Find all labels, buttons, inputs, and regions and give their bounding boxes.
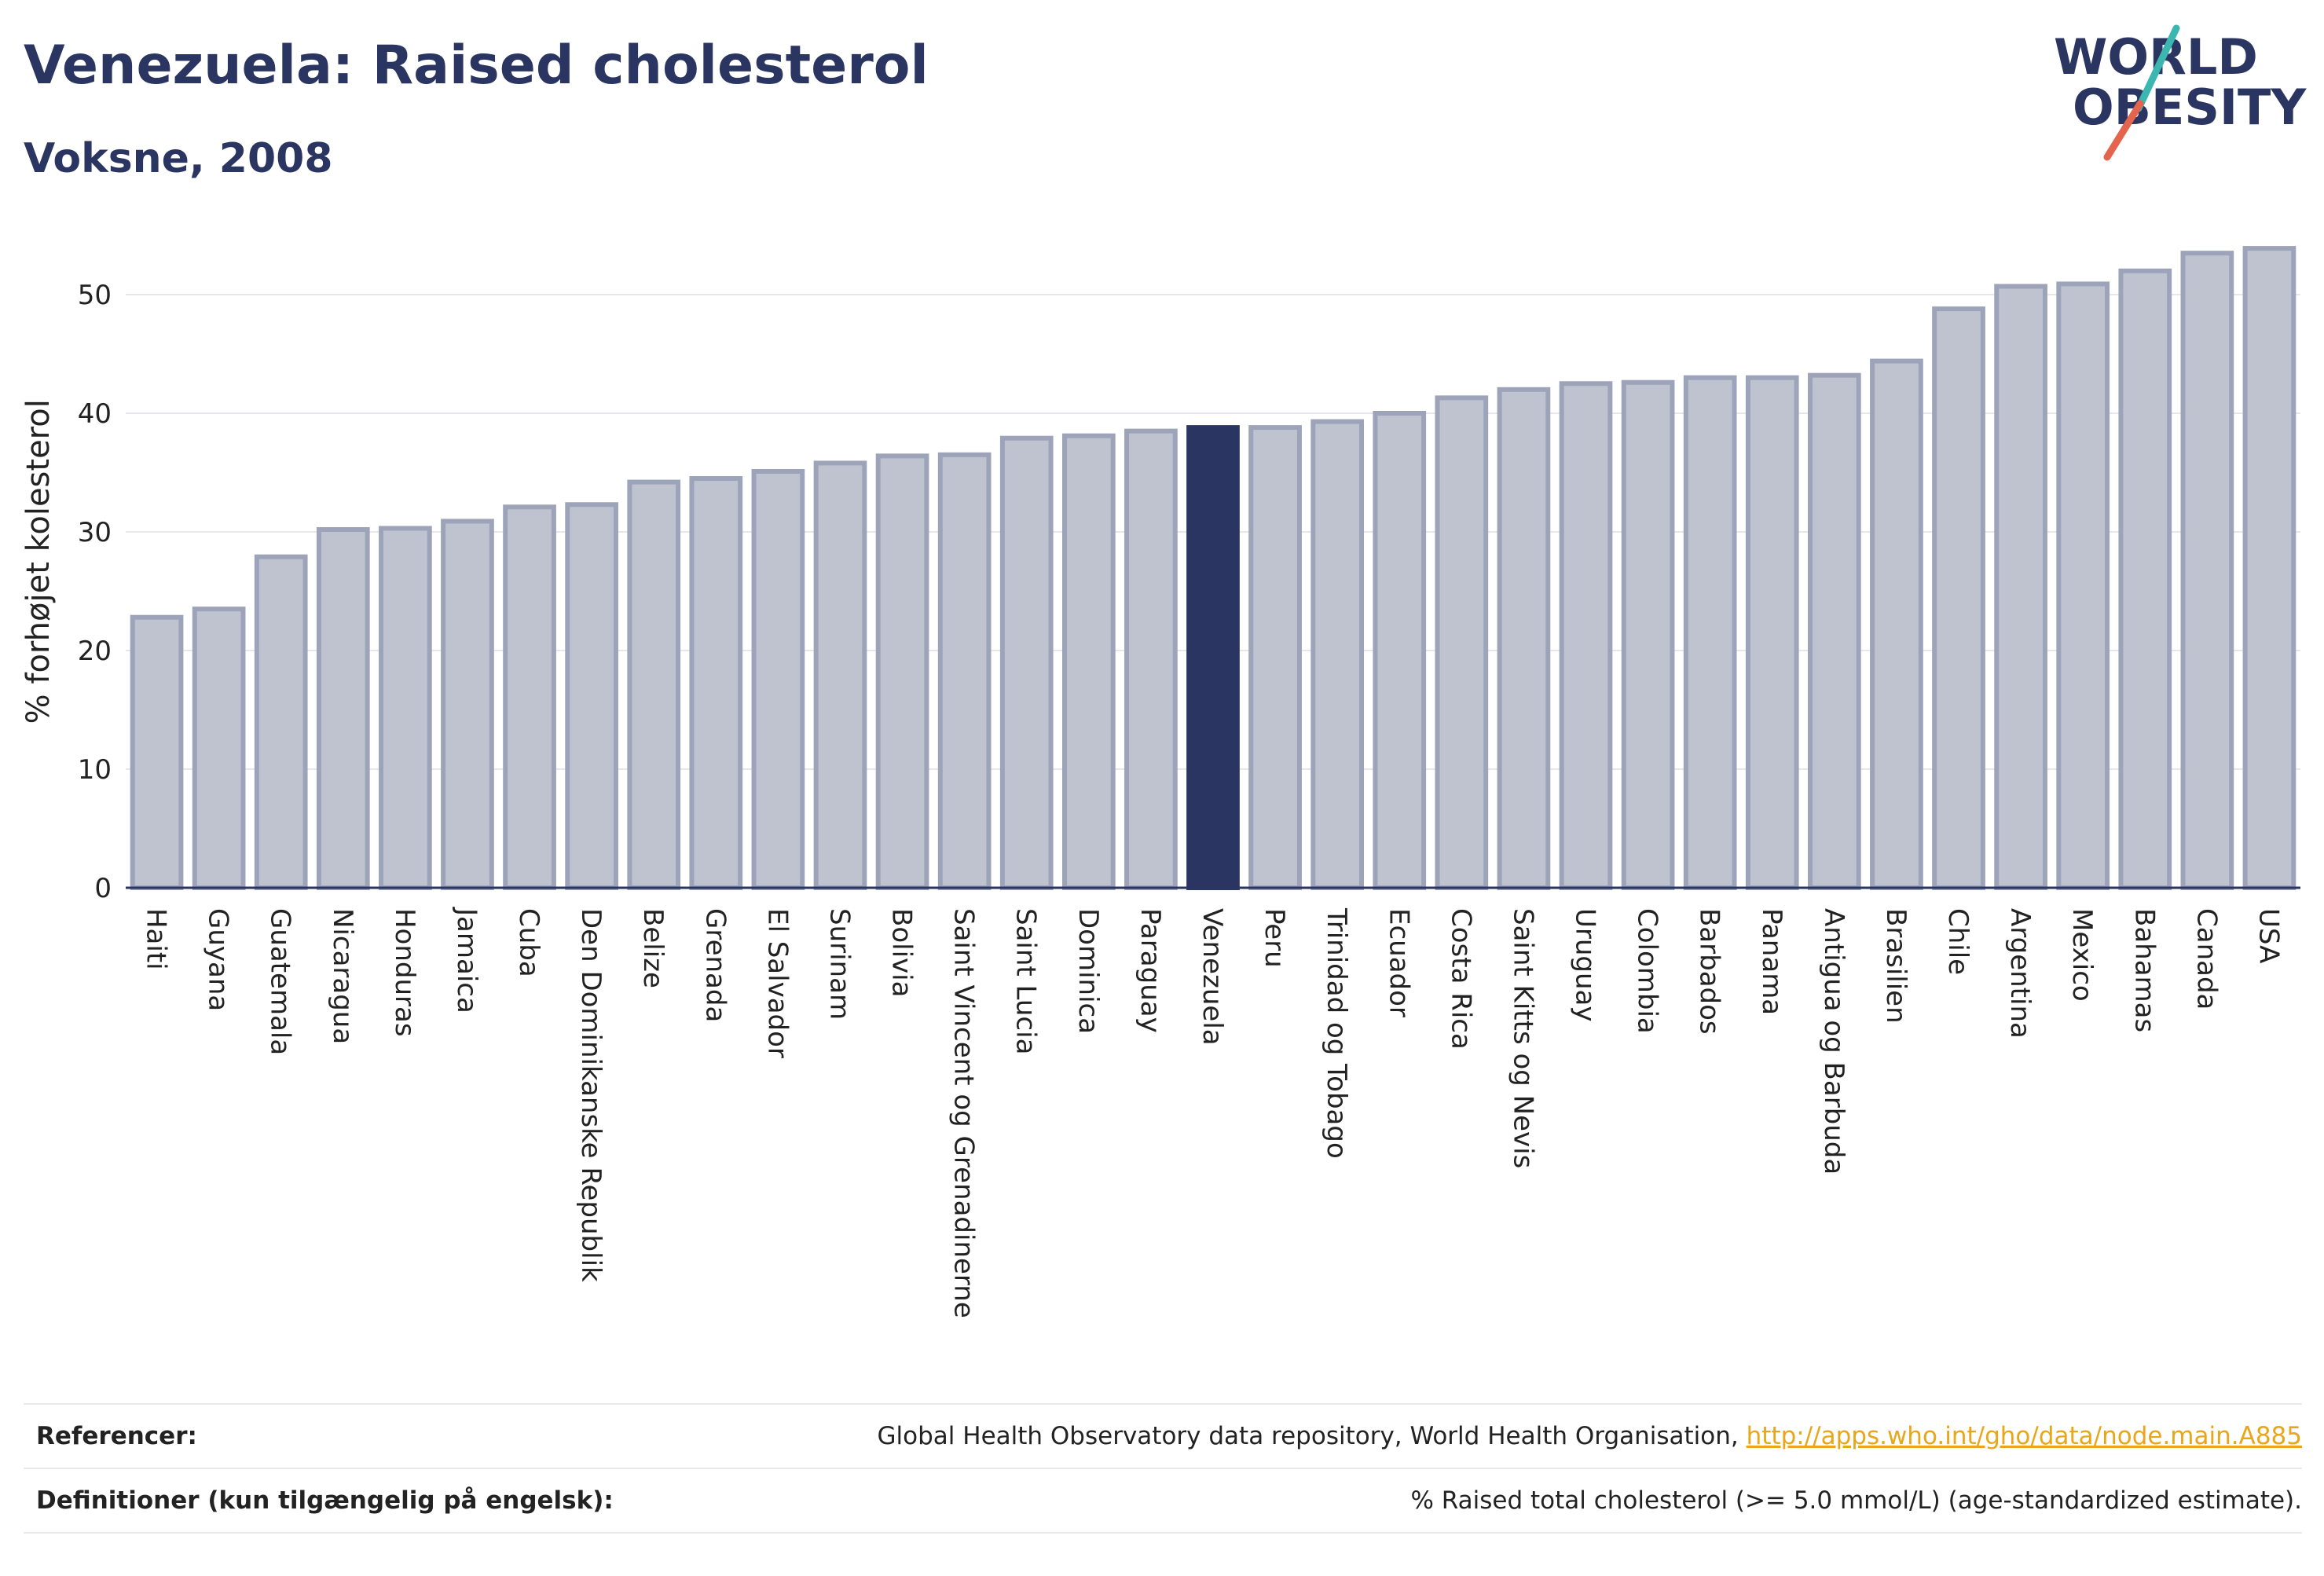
world-obesity-logo: WORLD OBESITY (2054, 24, 2307, 161)
bar-dominica (1061, 433, 1116, 890)
references-link[interactable]: http://apps.who.int/gho/data/node.main.A… (1746, 1422, 2302, 1450)
x-tick-label: USA (2253, 908, 2284, 963)
references-text: Global Health Observatory data repositor… (877, 1422, 1747, 1450)
bar-saint-vincent-og-grenadinerne (937, 452, 992, 890)
bar-bahamas (2118, 268, 2172, 890)
bar-usa (2242, 246, 2297, 890)
x-tick-label: Peru (1259, 908, 1290, 968)
bar-antigua-og-barbuda (1808, 372, 1861, 890)
bar-peru (1248, 425, 1302, 890)
x-tick-label: Barbados (1694, 908, 1725, 1035)
y-tick-label: 40 (78, 398, 112, 430)
bar-barbados (1683, 375, 1737, 890)
bar-den-dominikanske-republik (565, 502, 618, 891)
x-tick-label: Venezuela (1197, 908, 1228, 1046)
x-axis-labels: Haiti Guyana Guatemala Nicaragua Honduras Jam… (141, 907, 2285, 1318)
x-tick-label: Den Dominikanske Republik (575, 908, 607, 1282)
x-tick-label: Costa Rica (1445, 908, 1476, 1050)
bar-panama (1745, 375, 1799, 890)
definitions-row: Definitioner (kun tilgængelig på engelsk… (24, 1468, 2302, 1534)
bar-haiti (130, 614, 184, 890)
bar-venezuela (1186, 425, 1240, 890)
x-tick-label: Cuba (513, 908, 544, 977)
x-tick-label: Dominica (1072, 908, 1104, 1034)
y-tick-label: 30 (78, 517, 112, 548)
bar-grenada (689, 476, 743, 890)
logo-slash-bottom (2103, 100, 2144, 161)
bar-paraguay (1124, 428, 1178, 890)
bar-costa-rica (1435, 395, 1489, 890)
bar-guatemala (254, 554, 308, 891)
x-tick-label: Belize (637, 908, 669, 988)
bar-guyana (192, 607, 246, 891)
bar-el-salvador (751, 468, 805, 890)
bar-saint-kitts-og-nevis (1497, 387, 1551, 890)
y-tick-label: 10 (78, 754, 112, 786)
logo-slash-top (2135, 24, 2180, 112)
bar-ecuador (1373, 411, 1427, 890)
x-tick-label: Grenada (699, 908, 731, 1022)
bar-nicaragua (316, 526, 370, 890)
x-tick-label: Nicaragua (327, 908, 358, 1044)
bar-bolivia (875, 453, 929, 890)
references-label: Referencer: (36, 1422, 197, 1450)
x-tick-label: Antigua og Barbuda (1818, 908, 1849, 1175)
chart-title: Venezuela: Raised cholesterol (24, 35, 929, 97)
x-tick-label: Saint Vincent og Grenadinerne (948, 908, 980, 1318)
bar-saint-lucia (999, 435, 1054, 890)
bar-mexico (2056, 281, 2110, 891)
x-tick-label: Bolivia (886, 908, 918, 997)
x-tick-label: Argentina (2004, 908, 2036, 1039)
bar-chart: 0 10 20 30 40 50 Haiti Guyana Guatemala Nicaragu… (20, 246, 2300, 1318)
x-tick-label: Bahamas (2128, 908, 2160, 1032)
bar-uruguay (1559, 381, 1613, 890)
x-tick-label: Brasilien (1880, 908, 1912, 1024)
x-tick-label: Canada (2190, 908, 2222, 1010)
x-tick-label: El Salvador (761, 908, 793, 1058)
x-tick-label: Saint Lucia (1010, 908, 1042, 1054)
bars (130, 246, 2297, 891)
bar-surinam (813, 460, 867, 890)
bar-colombia (1621, 379, 1675, 890)
logo-word-obesity: OBESITY (2073, 79, 2307, 136)
definitions-text: % Raised total cholesterol (>= 5.0 mmol/… (1410, 1486, 2302, 1515)
x-tick-label: Guatemala (265, 908, 296, 1055)
bar-trinidad-og-tobago (1310, 419, 1365, 890)
y-axis-ticks: 0 10 20 30 40 50 (78, 280, 112, 904)
bar-canada (2180, 251, 2234, 890)
y-tick-label: 20 (78, 636, 112, 667)
x-tick-label: Haiti (141, 908, 172, 970)
x-tick-label: Guyana (203, 908, 234, 1011)
x-tick-label: Jamaica (451, 907, 482, 1013)
y-tick-label: 50 (78, 280, 112, 311)
bar-cuba (503, 504, 556, 890)
definitions-label: Definitioner (kun tilgængelig på engelsk… (36, 1486, 614, 1515)
bar-honduras (379, 526, 432, 890)
x-tick-label: Mexico (2066, 908, 2098, 1002)
bar-belize (627, 479, 681, 890)
y-tick-label: 0 (94, 873, 112, 904)
x-tick-label: Honduras (389, 908, 420, 1037)
x-tick-label: Trinidad og Tobago (1321, 907, 1352, 1159)
y-axis-label: % forhøjet kolesterol (20, 399, 57, 724)
bar-jamaica (441, 519, 494, 890)
references-row: Referencer: Global Health Observatory da… (24, 1403, 2302, 1468)
x-tick-label: Colombia (1632, 908, 1663, 1034)
chart-subtitle: Voksne, 2008 (24, 135, 333, 182)
x-tick-label: Chile (1942, 908, 1974, 975)
bar-argentina (1994, 284, 2047, 890)
x-tick-label: Uruguay (1570, 908, 1601, 1021)
references-value: Global Health Observatory data repositor… (878, 1422, 2302, 1450)
x-tick-label: Ecuador (1383, 908, 1414, 1017)
footer: Referencer: Global Health Observatory da… (24, 1403, 2302, 1534)
x-tick-label: Saint Kitts og Nevis (1507, 908, 1538, 1168)
x-tick-label: Surinam (823, 908, 855, 1020)
bar-chile (1932, 306, 1985, 890)
bar-brasilien (1870, 358, 1923, 890)
x-tick-label: Panama (1756, 908, 1787, 1015)
x-tick-label: Paraguay (1135, 908, 1166, 1033)
